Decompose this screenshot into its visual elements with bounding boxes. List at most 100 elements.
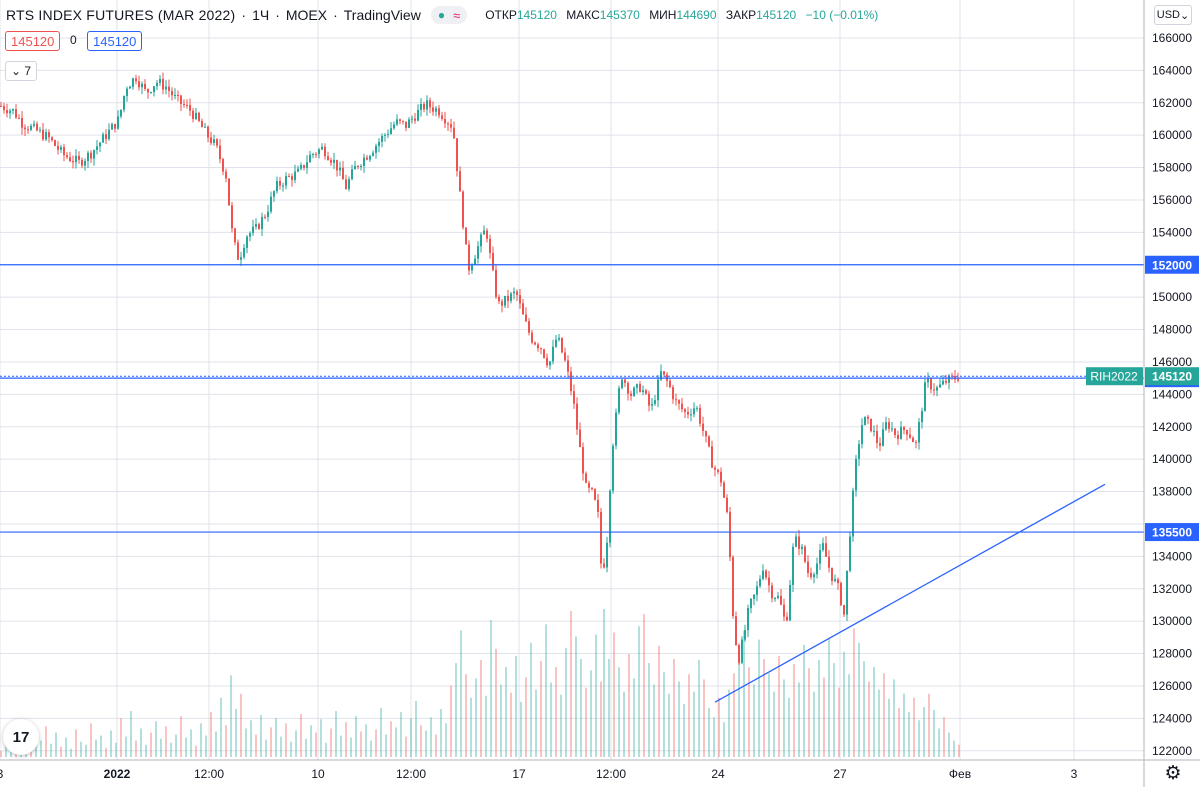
candle-body	[315, 153, 317, 155]
candle-body	[363, 157, 365, 166]
candle-body	[789, 585, 791, 621]
candle-body	[357, 165, 359, 167]
candle-body	[189, 104, 191, 111]
volume-bar	[475, 678, 477, 757]
candle-body	[759, 578, 761, 587]
volume-bar	[570, 611, 572, 757]
gear-icon[interactable]: ⚙	[1164, 763, 1182, 784]
candle-body	[84, 161, 86, 166]
volume-bar	[668, 693, 670, 757]
candle-body	[420, 103, 422, 110]
volume-bar	[220, 697, 222, 757]
candle-body	[483, 230, 485, 235]
tradingview-logo[interactable]: 17	[3, 719, 39, 755]
volume-bar	[385, 734, 387, 757]
volume-bar	[888, 698, 890, 757]
volume-bar	[648, 663, 650, 757]
currency-select[interactable]: USD ⌄	[1154, 5, 1192, 25]
candle-body	[273, 191, 275, 197]
volume-bar	[933, 710, 935, 757]
volume-bar	[893, 679, 895, 757]
volume-bar	[778, 655, 780, 757]
candle-body	[279, 180, 281, 186]
candle-body	[99, 142, 101, 147]
price-tick-label: 130000	[1152, 614, 1192, 628]
volume-bar	[355, 716, 357, 757]
candle-body	[657, 379, 659, 401]
indicators-toggle[interactable]: ⌄ 7	[5, 61, 37, 81]
volume-bar	[903, 693, 905, 757]
candle-body	[564, 352, 566, 361]
candle-body	[735, 616, 737, 645]
time-tick-label: 3	[0, 767, 4, 781]
volume-bar	[698, 660, 700, 757]
level-tag-label: 135500	[1152, 526, 1192, 540]
open-label: ОТКР	[485, 8, 517, 22]
volume-bar	[808, 668, 810, 757]
candle-body	[678, 400, 680, 404]
candle-body	[807, 561, 809, 573]
candle-body	[891, 428, 893, 430]
volume-bar	[335, 711, 337, 757]
candle-body	[840, 583, 842, 605]
volume-bar	[938, 728, 940, 757]
candle-body	[507, 295, 509, 301]
trend-line[interactable]	[714, 483, 1106, 703]
candle-body	[321, 146, 323, 150]
candle-body	[582, 447, 584, 474]
candle-body	[777, 595, 779, 599]
candle-body	[852, 490, 854, 537]
volume-bar	[100, 735, 102, 757]
candle-body	[270, 196, 272, 212]
candle-body	[51, 137, 53, 141]
sell-price-button[interactable]: 145120	[5, 31, 61, 51]
volume-bar	[210, 712, 212, 757]
volume-bar	[140, 728, 142, 757]
volume-bar	[370, 740, 372, 757]
candle-body	[846, 570, 848, 615]
candle-body	[150, 92, 152, 94]
time-tick-label: 27	[833, 767, 847, 781]
volume-bar	[295, 730, 297, 757]
candle-body	[291, 176, 293, 180]
candle-body	[204, 126, 206, 128]
candle-body	[126, 88, 128, 96]
candle-body	[30, 125, 32, 130]
volume-bar	[40, 740, 42, 757]
candle-body	[39, 129, 41, 131]
volume-bar	[0, 750, 2, 757]
volume-bar	[160, 738, 162, 757]
symbol-title[interactable]: RTS INDEX FUTURES (MAR 2022)	[6, 7, 236, 23]
time-tick-label: 12:00	[596, 767, 626, 781]
volume-bar	[55, 732, 57, 757]
candle-body	[429, 100, 431, 108]
volume-bar	[125, 736, 127, 757]
volume-bar	[365, 724, 367, 757]
price-tick-label: 156000	[1152, 193, 1192, 207]
volume-bar	[843, 651, 845, 757]
candle-body	[894, 428, 896, 435]
candle-body	[882, 429, 884, 446]
interval-label[interactable]: 1Ч	[252, 7, 270, 23]
candle-body	[177, 94, 179, 96]
candle-body	[825, 543, 827, 557]
candle-body	[486, 230, 488, 239]
volume-bar	[718, 697, 720, 757]
candle-body	[441, 115, 443, 119]
volume-bar	[713, 717, 715, 757]
buy-price-button[interactable]: 145120	[87, 31, 143, 51]
candle-body	[690, 414, 692, 416]
chevron-down-icon: ⌄	[1180, 9, 1190, 22]
candle-body	[546, 357, 548, 366]
price-tick-label: 140000	[1152, 452, 1192, 466]
level-tag-label: 152000	[1152, 258, 1192, 272]
volume-bar	[848, 674, 850, 757]
delayed-data-icon: ≈	[453, 7, 461, 23]
volume-bar	[445, 723, 447, 757]
candle-body	[618, 388, 620, 413]
candle-body	[669, 380, 671, 388]
market-status[interactable]: ● ≈	[430, 6, 468, 24]
candle-body	[330, 159, 332, 163]
price-tick-label: 132000	[1152, 582, 1192, 596]
